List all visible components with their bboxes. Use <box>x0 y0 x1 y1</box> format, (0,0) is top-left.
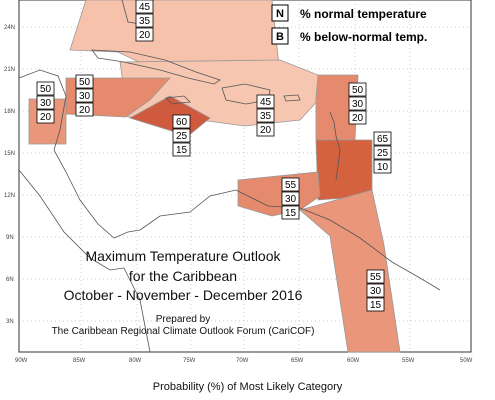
prob-box-guianas: 55 30 15 <box>366 269 385 312</box>
below-value: 20 <box>260 125 272 136</box>
normal-value: 30 <box>285 194 297 205</box>
normal-value: 25 <box>176 131 188 142</box>
lon-label: 90W <box>15 358 28 364</box>
above-value: 50 <box>352 85 364 96</box>
above-value: 60 <box>176 117 188 128</box>
above-value: 45 <box>260 97 272 108</box>
prob-box-western-caribbean: 50 30 20 <box>75 74 94 117</box>
prob-box-belize: 50 30 20 <box>36 81 55 124</box>
prob-box-jamaica: 60 25 15 <box>172 114 191 157</box>
above-value: 55 <box>370 272 382 283</box>
legend-letter-n: N <box>276 8 284 20</box>
lon-label: 75W <box>183 358 196 364</box>
below-value: 20 <box>79 105 91 116</box>
yucatan-coast <box>18 69 67 151</box>
lon-label: 60W <box>347 358 360 364</box>
puerto-rico-coast <box>283 94 301 102</box>
title-line-1: Maximum Temperature Outlook <box>85 248 281 264</box>
prob-box-greater-antilles: 45 35 20 <box>256 94 275 137</box>
lon-label: 85W <box>73 358 86 364</box>
normal-value: 30 <box>352 99 364 110</box>
organization-name: The Caribbean Regional Climate Outlook F… <box>52 326 315 337</box>
prob-box-northern-caribbean: 45 35 20 <box>135 0 154 42</box>
lat-label: 12N <box>4 193 15 199</box>
legend-key-b <box>271 27 289 45</box>
lat-label: 3N <box>6 319 14 325</box>
legend-text-n: % normal temperature <box>300 7 427 21</box>
prob-box-windward-islands: 65 25 10 <box>373 131 392 174</box>
above-value: 65 <box>377 134 389 145</box>
lat-label: 21N <box>4 67 15 73</box>
lesser-antilles <box>329 111 341 181</box>
above-value: 50 <box>40 84 52 95</box>
normal-value: 30 <box>370 286 382 297</box>
latitude-labels: 24N 21N 18N 15N 12N 9N 6N 3N <box>4 25 15 325</box>
normal-value: 25 <box>377 148 389 159</box>
central-america-pacific <box>18 169 125 271</box>
legend: N % normal temperature B % below-normal … <box>271 4 427 45</box>
normal-value: 35 <box>139 16 151 27</box>
normal-value: 35 <box>260 111 272 122</box>
cuba-coast <box>91 49 221 85</box>
lat-label: 24N <box>4 25 15 31</box>
lon-label: 80W <box>129 358 142 364</box>
outlook-map: 24N 21N 18N 15N 12N 9N 6N 3N 90W 85W 80W… <box>4 0 473 364</box>
south-america-interior <box>123 267 151 353</box>
below-value: 20 <box>352 113 364 124</box>
lon-label: 55W <box>402 358 415 364</box>
lon-label: 65W <box>291 358 304 364</box>
prepared-by-label: Prepared by <box>156 314 210 325</box>
above-value: 55 <box>285 180 297 191</box>
legend-text-b: % below-normal temp. <box>300 30 427 44</box>
lon-label: 70W <box>236 358 249 364</box>
lat-label: 6N <box>6 277 14 283</box>
title-line-2: for the Caribbean <box>129 268 237 284</box>
normal-value: 30 <box>40 98 52 109</box>
below-value: 15 <box>370 300 382 311</box>
normal-value: 30 <box>79 91 91 102</box>
prob-box-abc-islands: 55 30 15 <box>281 177 300 220</box>
zone-guianas <box>299 189 401 353</box>
zone-windward-islands <box>315 139 373 201</box>
below-value: 15 <box>285 208 297 219</box>
above-value: 50 <box>79 77 91 88</box>
jamaica-coast <box>165 95 191 105</box>
legend-key-n <box>271 4 289 22</box>
title-line-3: October - November - December 2016 <box>64 287 303 303</box>
lat-label: 15N <box>4 151 15 157</box>
central-america-coast <box>53 149 141 239</box>
longitude-labels: 90W 85W 80W 75W 70W 65W 60W 55W 50W <box>15 358 473 364</box>
lon-label: 50W <box>460 358 473 364</box>
below-value: 10 <box>377 162 389 173</box>
lat-label: 9N <box>6 235 14 241</box>
below-value: 20 <box>40 112 52 123</box>
below-value: 20 <box>139 30 151 41</box>
legend-letter-b: B <box>276 31 284 43</box>
prob-box-leeward-islands: 50 30 20 <box>348 82 367 125</box>
map-caption: Probability (%) of Most Likely Category <box>152 381 343 393</box>
probability-boxes: 45 35 20 50 30 20 50 30 20 60 25 <box>36 0 392 312</box>
title-block: Maximum Temperature Outlook for the Cari… <box>52 248 315 337</box>
above-value: 45 <box>139 2 151 13</box>
lat-label: 18N <box>4 109 15 115</box>
below-value: 15 <box>176 145 188 156</box>
